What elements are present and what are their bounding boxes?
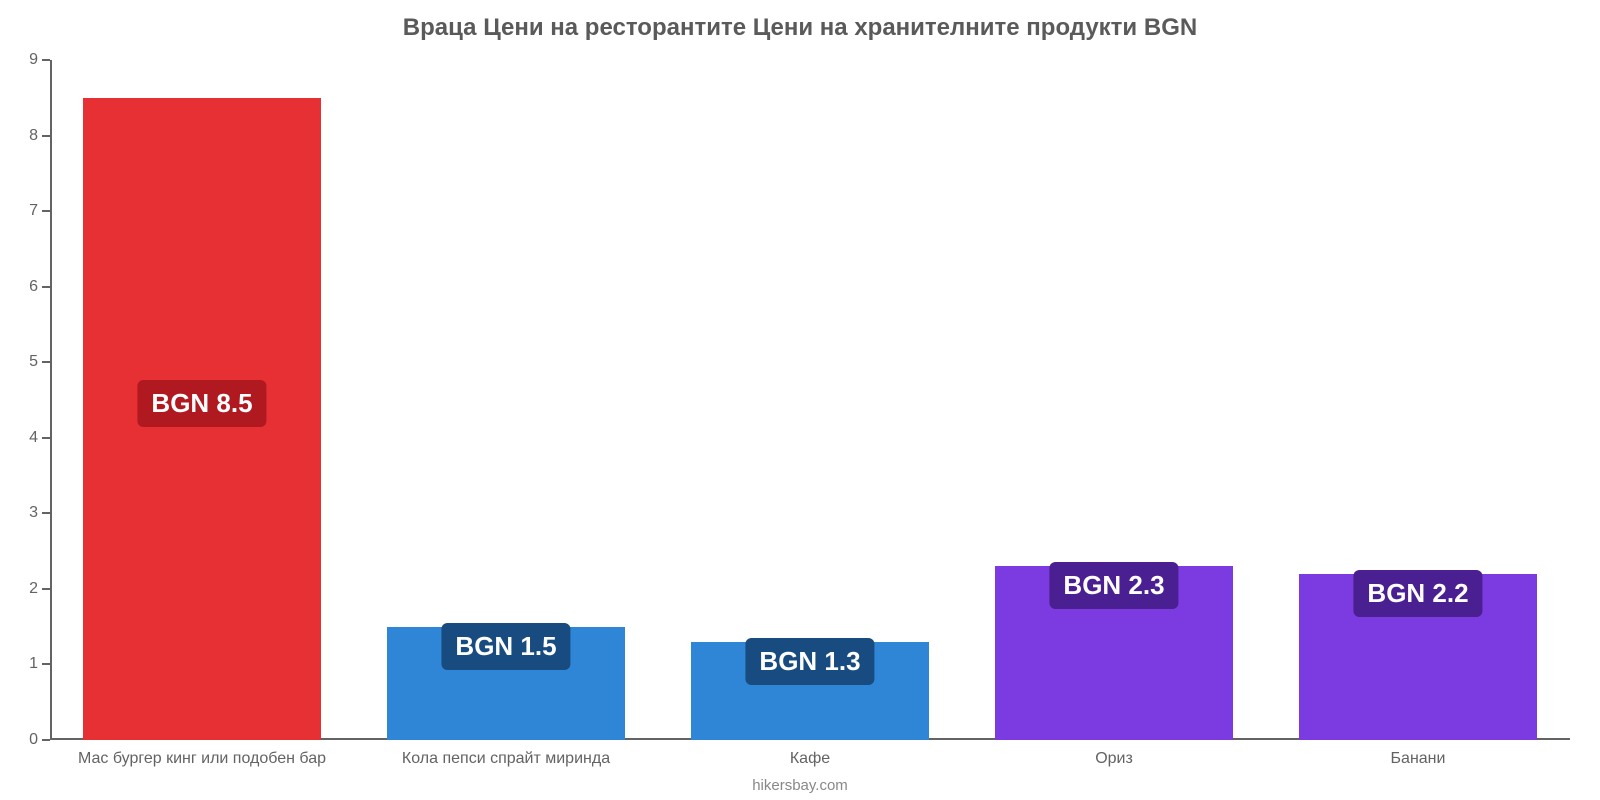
chart-plot-area: 0123456789BGN 8.5Мас бургер кинг или под…	[50, 60, 1570, 740]
y-axis-tick-label: 4	[29, 429, 50, 447]
bar-value-badge: BGN 2.2	[1353, 570, 1482, 617]
bar-value-badge: BGN 2.3	[1049, 562, 1178, 609]
y-axis-tick-label: 5	[29, 353, 50, 371]
y-axis-tick-label: 3	[29, 504, 50, 522]
bar-value-badge: BGN 1.3	[745, 638, 874, 685]
x-axis-category-label: Ориз	[1095, 740, 1133, 768]
y-axis-tick-label: 1	[29, 655, 50, 673]
y-axis-tick-label: 0	[29, 731, 50, 749]
bar-value-badge: BGN 1.5	[441, 623, 570, 670]
x-axis-category-label: Банани	[1391, 740, 1446, 768]
x-axis-category-label: Кафе	[790, 740, 830, 768]
y-axis-tick-label: 7	[29, 202, 50, 220]
y-axis-tick-label: 6	[29, 278, 50, 296]
bar-value-badge: BGN 8.5	[137, 380, 266, 427]
y-axis-tick-label: 8	[29, 127, 50, 145]
x-axis-category-label: Мас бургер кинг или подобен бар	[78, 740, 326, 768]
y-axis-tick-label: 9	[29, 51, 50, 69]
x-axis-category-label: Кола пепси спрайт миринда	[402, 740, 610, 768]
y-axis-line	[50, 60, 52, 740]
attribution-text: hikersbay.com	[0, 777, 1600, 794]
y-axis-tick-label: 2	[29, 580, 50, 598]
chart-title: Враца Цени на ресторантите Цени на храни…	[0, 14, 1600, 42]
